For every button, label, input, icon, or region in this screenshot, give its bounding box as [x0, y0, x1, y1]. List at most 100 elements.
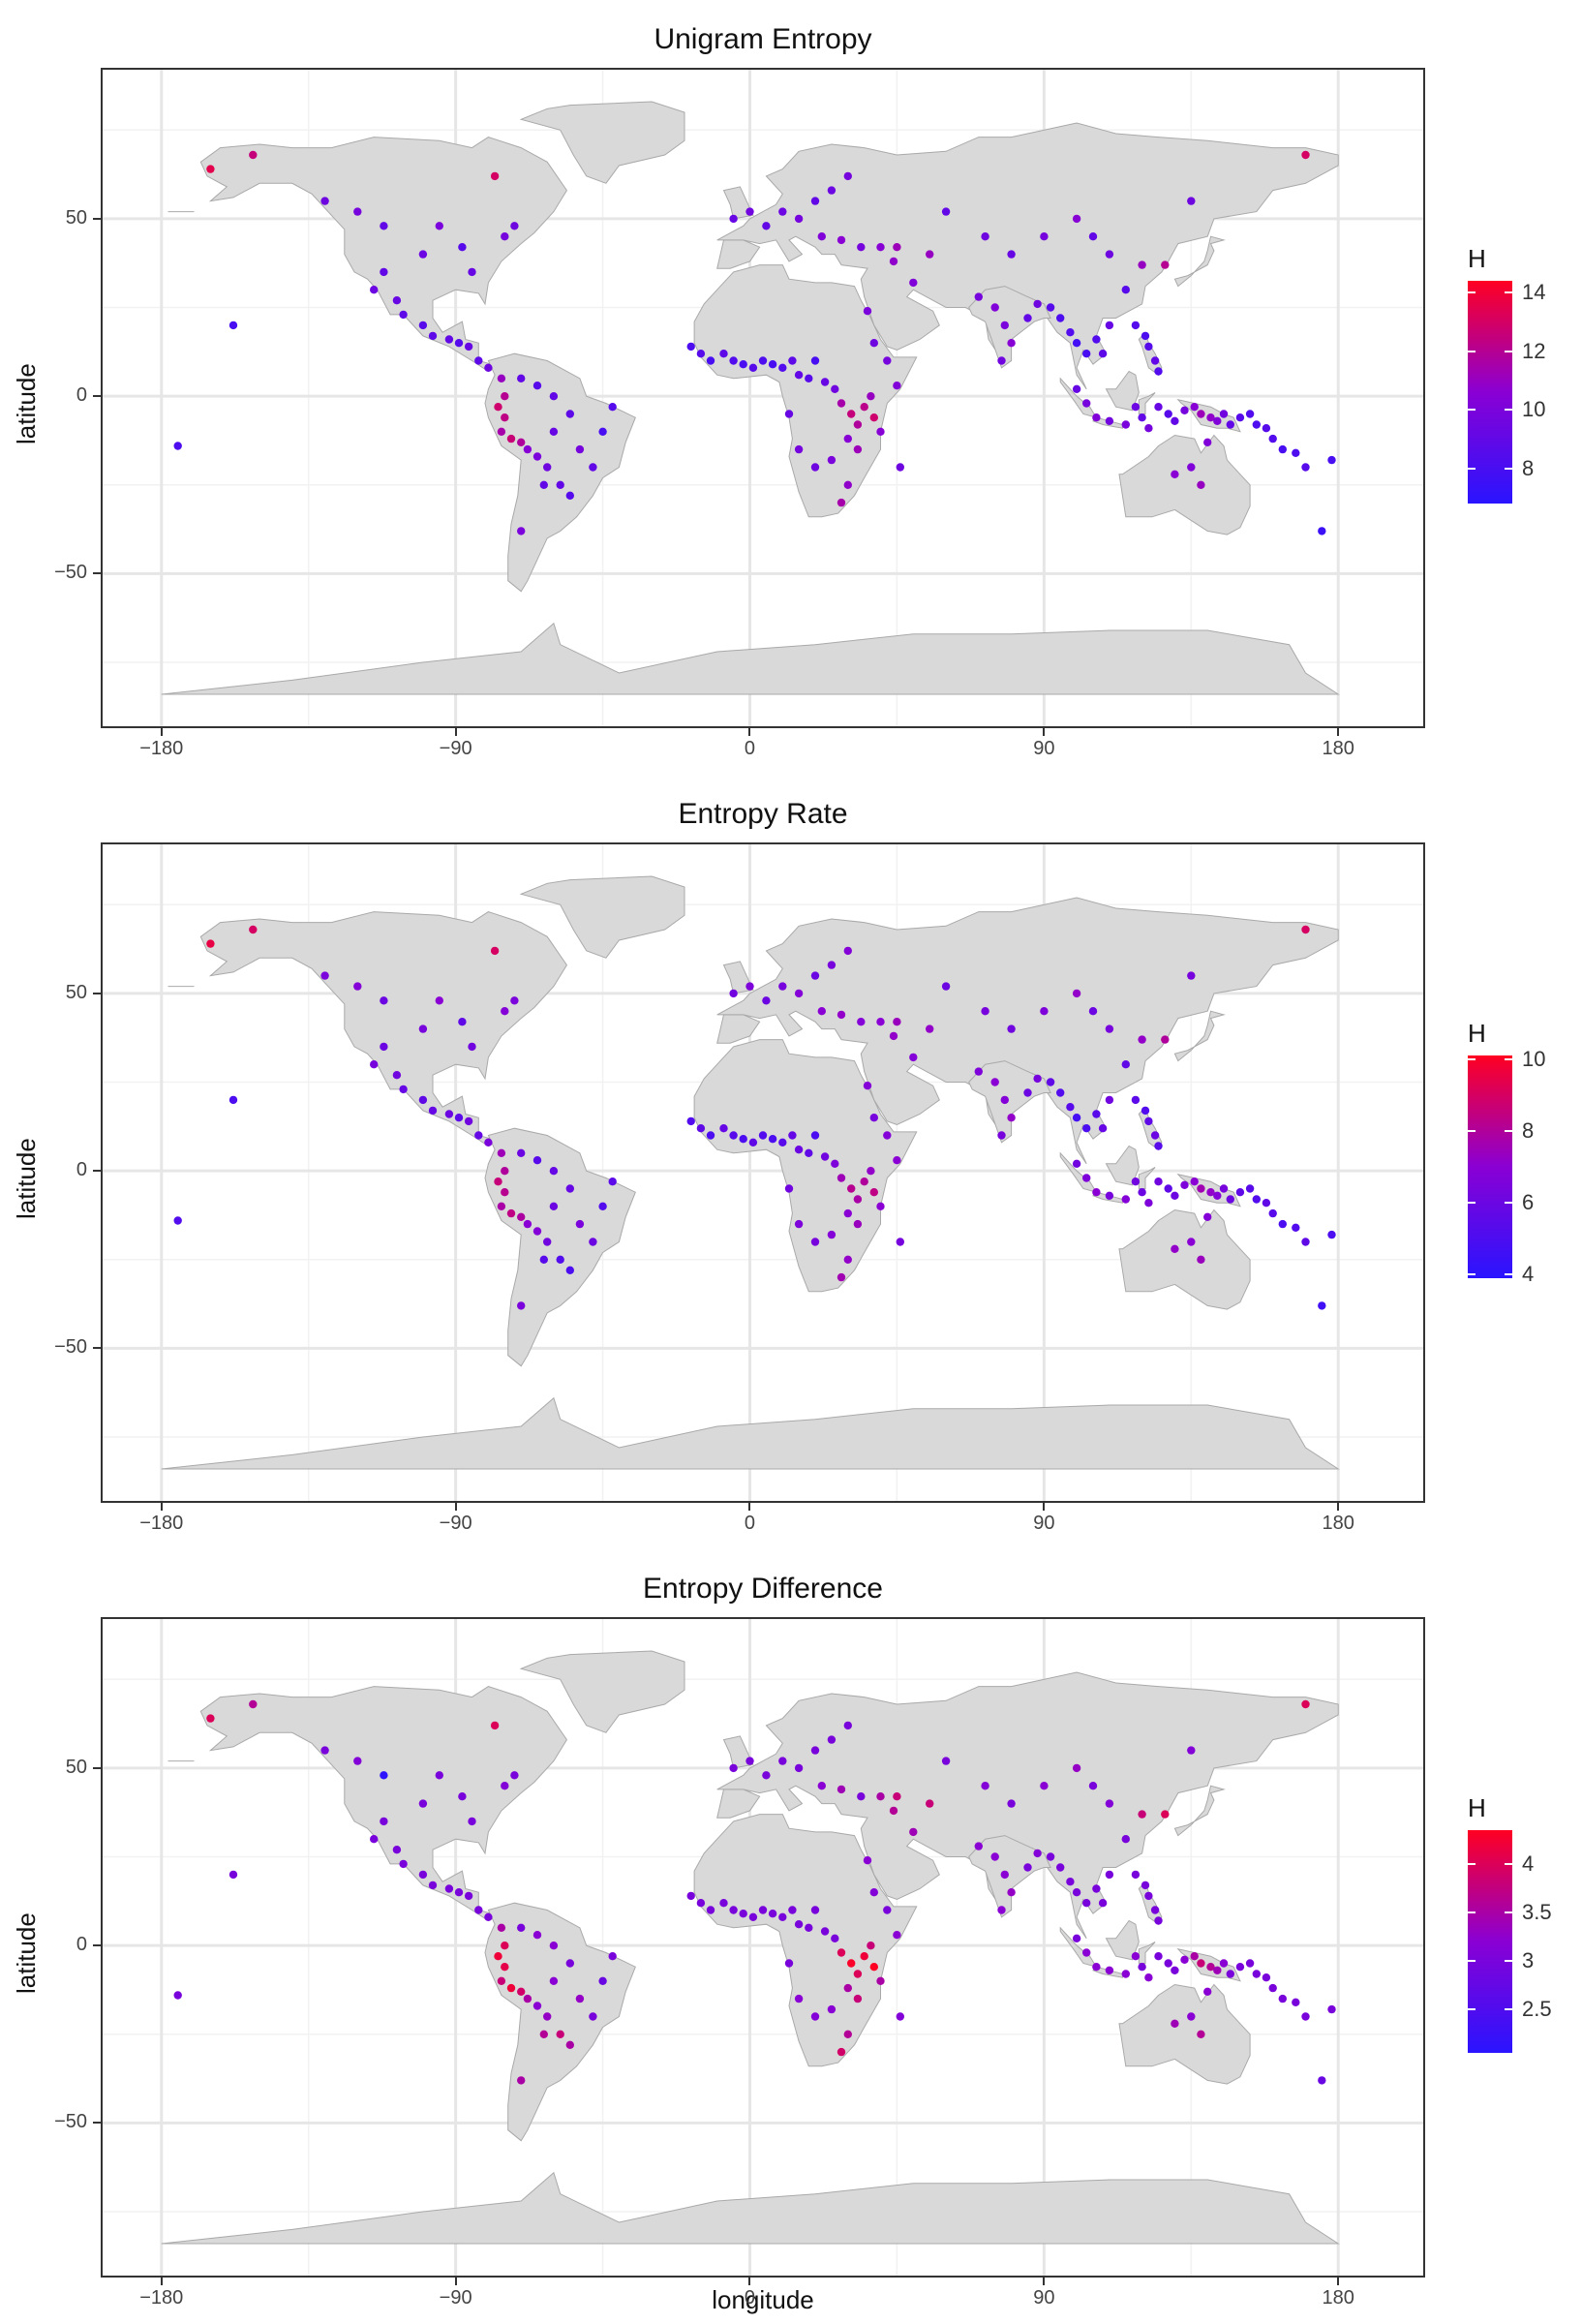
land-shape — [161, 2171, 1340, 2245]
legend-tick-mark — [1505, 1273, 1512, 1276]
language-point — [719, 350, 728, 358]
land-shape — [716, 1789, 761, 1819]
language-point — [1072, 1114, 1081, 1122]
language-point — [941, 982, 951, 991]
x-tick-label: 180 — [1322, 1513, 1354, 1534]
language-point — [380, 1817, 388, 1826]
language-point — [1105, 1799, 1114, 1808]
x-tick-mark — [1043, 2278, 1046, 2285]
language-point — [490, 946, 500, 956]
language-point — [1082, 1174, 1091, 1182]
y-tick-mark — [93, 1170, 101, 1173]
language-point — [1180, 406, 1189, 414]
y-tick-mark — [93, 1944, 101, 1947]
language-point — [768, 1135, 777, 1144]
map-plot — [103, 844, 1423, 1501]
language-point — [758, 356, 768, 365]
language-point — [1007, 1799, 1016, 1808]
language-point — [1318, 1301, 1326, 1310]
language-point — [1098, 1899, 1108, 1908]
language-point — [810, 1238, 820, 1246]
language-point — [399, 1085, 408, 1094]
language-point — [1190, 1177, 1199, 1186]
language-point — [706, 1906, 715, 1914]
language-point — [1245, 1959, 1255, 1968]
language-point — [820, 1152, 830, 1161]
language-point — [883, 1906, 892, 1914]
language-point — [1121, 1060, 1131, 1069]
land-shape — [968, 1835, 1051, 1918]
language-point — [1105, 1870, 1114, 1880]
language-point — [458, 243, 467, 252]
land-shape — [722, 186, 754, 220]
language-point — [889, 257, 898, 266]
language-point — [1033, 299, 1042, 309]
language-point — [857, 1792, 866, 1801]
land-shape — [1173, 1785, 1226, 1837]
y-tick-label: −50 — [54, 562, 87, 584]
language-point — [598, 1976, 607, 1985]
language-point — [1138, 1035, 1146, 1044]
y-axis-title: latitude — [12, 1912, 41, 1994]
language-point — [206, 165, 215, 173]
language-point — [1092, 413, 1101, 422]
language-point — [696, 1124, 706, 1133]
language-point — [1040, 1007, 1049, 1016]
legend-title: H — [1468, 244, 1486, 273]
language-point — [837, 1272, 846, 1282]
language-point — [1121, 1970, 1131, 1978]
land-shape — [199, 137, 567, 373]
x-tick-label: −180 — [139, 2287, 184, 2309]
language-point — [418, 321, 428, 330]
language-point — [843, 434, 852, 443]
language-point — [468, 1817, 476, 1826]
land-shape — [1138, 1942, 1156, 1964]
legend-tick-label: 3 — [1522, 1948, 1535, 1972]
plot-frame — [101, 1617, 1425, 2278]
language-point — [370, 286, 379, 294]
language-point — [589, 2012, 597, 2021]
language-point — [1252, 1970, 1262, 1978]
land-shape — [693, 1039, 918, 1293]
panel-entropy-rate: Entropy Rate — [0, 792, 1582, 1509]
language-point — [454, 1114, 464, 1122]
language-point — [228, 321, 238, 330]
language-point — [1144, 1891, 1153, 1901]
language-point — [444, 1110, 454, 1118]
language-point — [860, 1177, 868, 1186]
language-point — [1138, 1810, 1146, 1819]
language-point — [831, 384, 839, 393]
language-point — [206, 939, 215, 948]
language-point — [517, 2076, 526, 2085]
language-point — [497, 1202, 506, 1210]
legend-tick-mark — [1468, 291, 1476, 294]
language-point — [1161, 1810, 1170, 1819]
legend-tick-mark — [1505, 1960, 1512, 1962]
language-point — [380, 222, 388, 230]
language-point — [589, 1238, 597, 1246]
language-point — [1171, 416, 1179, 425]
language-point — [1082, 399, 1091, 408]
x-tick-mark — [160, 2278, 163, 2285]
language-point — [1000, 1095, 1009, 1105]
language-point — [497, 374, 506, 382]
language-point — [974, 292, 983, 301]
language-point — [853, 444, 863, 454]
language-point — [843, 1255, 852, 1264]
land-shape — [968, 286, 1051, 369]
language-point — [1082, 1899, 1091, 1908]
land-shape — [693, 1814, 918, 2067]
language-point — [320, 971, 329, 980]
language-point — [1105, 1191, 1114, 1200]
language-point — [320, 1746, 329, 1755]
language-point — [1072, 1888, 1081, 1897]
language-point — [810, 1131, 820, 1140]
legend-tick-label: 2.5 — [1522, 1997, 1552, 2021]
language-point — [1072, 1934, 1081, 1942]
language-point — [468, 1042, 476, 1052]
language-point — [794, 1219, 804, 1229]
x-tick-mark — [160, 1503, 163, 1511]
language-point — [380, 1771, 388, 1780]
language-point — [1056, 1863, 1065, 1872]
land-shape — [1118, 1208, 1251, 1310]
